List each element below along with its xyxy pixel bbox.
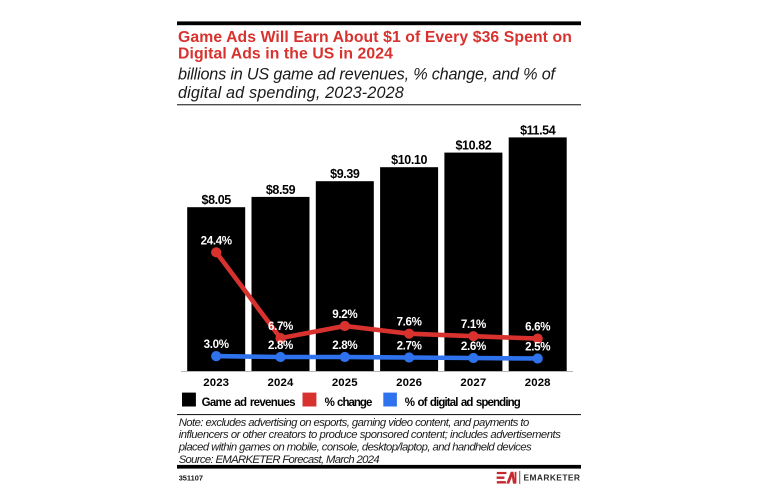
svg-text:Note: excludes advertising on: Note: excludes advertising on esports, g… [179,417,529,429]
svg-text:6.7%: 6.7% [268,320,293,333]
svg-text:2023: 2023 [203,377,229,389]
svg-text:2.6%: 2.6% [461,340,486,353]
svg-text:2025: 2025 [332,377,358,389]
svg-text:% change: % change [325,397,372,409]
svg-text:$8.05: $8.05 [202,193,232,207]
svg-text:billions in US game ad revenue: billions in US game ad revenues, % chang… [178,65,557,83]
svg-text:2027: 2027 [460,377,486,389]
svg-text:7.1%: 7.1% [461,318,486,331]
svg-text:2026: 2026 [396,377,422,389]
svg-text:7.6%: 7.6% [397,316,422,329]
svg-text:24.4%: 24.4% [201,234,232,247]
svg-text:$8.59: $8.59 [266,183,296,197]
svg-text:Game ad revenues: Game ad revenues [202,397,296,409]
svg-text:2.8%: 2.8% [332,339,357,352]
svg-text:$10.82: $10.82 [455,139,491,153]
svg-text:placed within games on mobile,: placed within games on mobile, console, … [178,442,532,454]
svg-text:Source: EMARKETER Forecast, Ma: Source: EMARKETER Forecast, March 2024 [179,454,380,466]
svg-text:$10.10: $10.10 [391,153,427,167]
svg-text:9.2%: 9.2% [332,308,357,321]
svg-text:Digital Ads in the US in 2024: Digital Ads in the US in 2024 [178,46,393,63]
svg-text:Game Ads Will Earn About $1 of: Game Ads Will Earn About $1 of Every $36… [178,29,572,46]
svg-text:2.7%: 2.7% [397,340,422,353]
svg-text:2024: 2024 [268,377,294,389]
svg-text:2028: 2028 [525,377,551,389]
svg-text:$9.39: $9.39 [330,167,360,181]
svg-text:2.5%: 2.5% [525,341,550,354]
svg-text:EMARKETER: EMARKETER [524,472,581,482]
svg-text:influencers or other creators: influencers or other creators to produce… [179,429,562,441]
svg-text:% of digital ad spending: % of digital ad spending [405,397,521,409]
svg-text:digital ad spending, 2023-2028: digital ad spending, 2023-2028 [178,84,404,102]
svg-text:$11.54: $11.54 [520,123,556,137]
svg-text:6.6%: 6.6% [525,321,550,334]
svg-text:351107: 351107 [179,473,203,482]
svg-text:2.8%: 2.8% [268,339,293,352]
svg-text:3.0%: 3.0% [204,338,229,351]
